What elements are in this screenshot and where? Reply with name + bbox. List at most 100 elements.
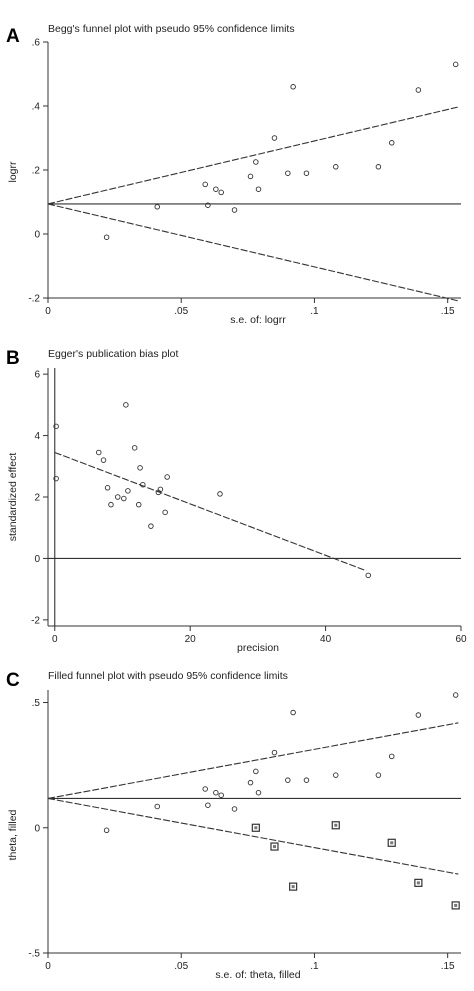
- panel-c-filled-study-point-inner: [254, 826, 258, 830]
- panel-c-filled-study-point-inner: [390, 841, 394, 845]
- panel-b-egger-bias: B Egger's publication bias plot precisio…: [6, 348, 467, 654]
- panel-c-title: Filled funnel plot with pseudo 95% confi…: [48, 670, 288, 682]
- panel-b-study-point: [217, 491, 223, 497]
- panel-b-y-tick-label: 2: [34, 493, 40, 504]
- panel-b-x-tick-label: 60: [455, 634, 467, 645]
- panel-b-y-tick-label: 6: [34, 370, 40, 381]
- panel-c-x-tick-label: 0: [45, 961, 51, 972]
- panel-a-x-tick-label: .15: [441, 306, 455, 317]
- panel-a-study-point: [253, 159, 259, 165]
- panel-c-filled-study-point: [270, 842, 279, 851]
- panel-c-study-point: [415, 712, 422, 718]
- panel-b-x-tick-label: 20: [185, 634, 197, 645]
- panel-b-study-point: [164, 474, 170, 480]
- panel-c-study-point: [333, 772, 339, 778]
- panel-c-study-point: [213, 789, 219, 796]
- panel-b-study-point: [53, 423, 59, 430]
- panel-c-filled-study-point-inner: [416, 881, 420, 885]
- panel-a-study-point: [333, 164, 339, 170]
- panel-b-study-point: [131, 445, 138, 451]
- panel-a-y-tick-label: .6: [32, 38, 41, 49]
- panel-b-study-point: [96, 449, 102, 456]
- panel-b-y-tick-label: 4: [34, 431, 40, 442]
- panel-c-confidence-limit-line: [47, 797, 459, 875]
- panel-c-letter: C: [6, 670, 20, 691]
- panel-b-study-point: [137, 465, 143, 471]
- panel-c-confidence-limit-line: [47, 722, 459, 799]
- panel-a-begg-funnel: A Begg's funnel plot with pseudo 95% con…: [6, 23, 461, 326]
- panel-b-title: Egger's publication bias plot: [48, 348, 179, 360]
- panel-c-study-point: [218, 792, 224, 798]
- panel-b-x-tick-label: 40: [320, 634, 332, 645]
- panel-b-study-point: [114, 494, 121, 500]
- panel-a-study-point: [415, 87, 422, 93]
- panel-b-y-tick-label: 0: [34, 554, 40, 565]
- panel-c-study-point: [103, 827, 110, 834]
- panel-b-study-point: [104, 485, 111, 491]
- panel-a-title: Begg's funnel plot with pseudo 95% confi…: [48, 23, 295, 35]
- panel-a-y-tick-label: -.2: [28, 294, 40, 305]
- panel-a-letter: A: [6, 26, 20, 47]
- panel-c-study-point: [205, 802, 211, 808]
- panel-b-study-point: [121, 495, 127, 502]
- panel-b-study-point: [365, 572, 371, 579]
- panel-c-study-point: [154, 803, 160, 810]
- panel-b-x-tick-label: 0: [52, 634, 58, 645]
- panel-a-confidence-limit-line: [47, 203, 459, 302]
- panel-a-study-point: [255, 186, 262, 192]
- panel-c-y-tick-label: .5: [32, 698, 41, 709]
- panel-c-study-point: [202, 786, 208, 792]
- panel-a-x-tick-label: .1: [310, 306, 319, 317]
- panel-a-x-tick-label: 0: [45, 306, 51, 317]
- panel-a-study-point: [290, 84, 296, 90]
- panel-a-study-point: [285, 170, 291, 176]
- panel-c-x-tick-label: .05: [174, 961, 188, 972]
- panel-a-study-point: [303, 170, 310, 176]
- panel-a-study-point: [205, 202, 211, 208]
- panel-c-study-point: [303, 777, 310, 783]
- panel-c-y-tick-label: 0: [34, 823, 40, 834]
- panel-a-confidence-limit-line: [47, 106, 459, 205]
- panel-b-letter: B: [6, 348, 20, 369]
- panel-c-x-tick-label: .1: [310, 961, 319, 972]
- panel-c-study-point: [290, 709, 296, 716]
- panel-c-study-point: [271, 749, 278, 756]
- panel-c-filled-study-point: [289, 882, 298, 891]
- panel-c-filled-study-point-inner: [291, 885, 295, 889]
- panel-a-xlabel: s.e. of: logrr: [230, 314, 286, 326]
- panel-c-study-point: [253, 768, 259, 775]
- panel-c-study-point: [231, 806, 238, 812]
- panel-a-ylabel: logrr: [7, 161, 19, 183]
- panel-b-study-point: [148, 523, 154, 529]
- panel-b-ylabel: standardized effect: [7, 453, 19, 542]
- panel-a-y-tick-label: .4: [32, 102, 41, 113]
- panel-b-study-point: [108, 501, 114, 508]
- panel-c-filled-funnel: C Filled funnel plot with pseudo 95% con…: [6, 670, 461, 981]
- panel-b-study-point: [140, 481, 146, 488]
- panel-c-filled-study-point-inner: [334, 823, 338, 827]
- panel-b-study-point: [157, 486, 164, 493]
- panel-b-study-point: [135, 501, 142, 508]
- panel-c-study-point: [388, 753, 395, 760]
- panel-b-xlabel: precision: [237, 642, 279, 654]
- panel-a-y-tick-label: 0: [34, 230, 40, 241]
- panel-a-study-point: [231, 207, 238, 213]
- panel-a-study-point: [202, 181, 208, 188]
- panel-c-filled-study-point-inner: [454, 903, 458, 907]
- panel-b-study-point: [100, 457, 107, 463]
- panel-c-study-point: [285, 777, 291, 783]
- panel-b-confidence-limit-line: [54, 451, 367, 572]
- panel-c-filled-study-point-inner: [272, 845, 276, 849]
- panel-a-study-point: [388, 140, 395, 146]
- panel-a-study-point: [452, 61, 459, 68]
- panel-c-x-tick-label: .15: [441, 961, 455, 972]
- panel-c-filled-study-point: [414, 878, 423, 887]
- panel-c-study-point: [452, 692, 459, 698]
- panel-c-study-point: [247, 779, 254, 786]
- panel-c-filled-study-point: [451, 901, 460, 910]
- panel-c-filled-study-point: [251, 823, 260, 832]
- panel-c-study-point: [375, 772, 382, 778]
- panel-b-study-point: [123, 402, 129, 408]
- panel-c-study-point: [255, 789, 262, 796]
